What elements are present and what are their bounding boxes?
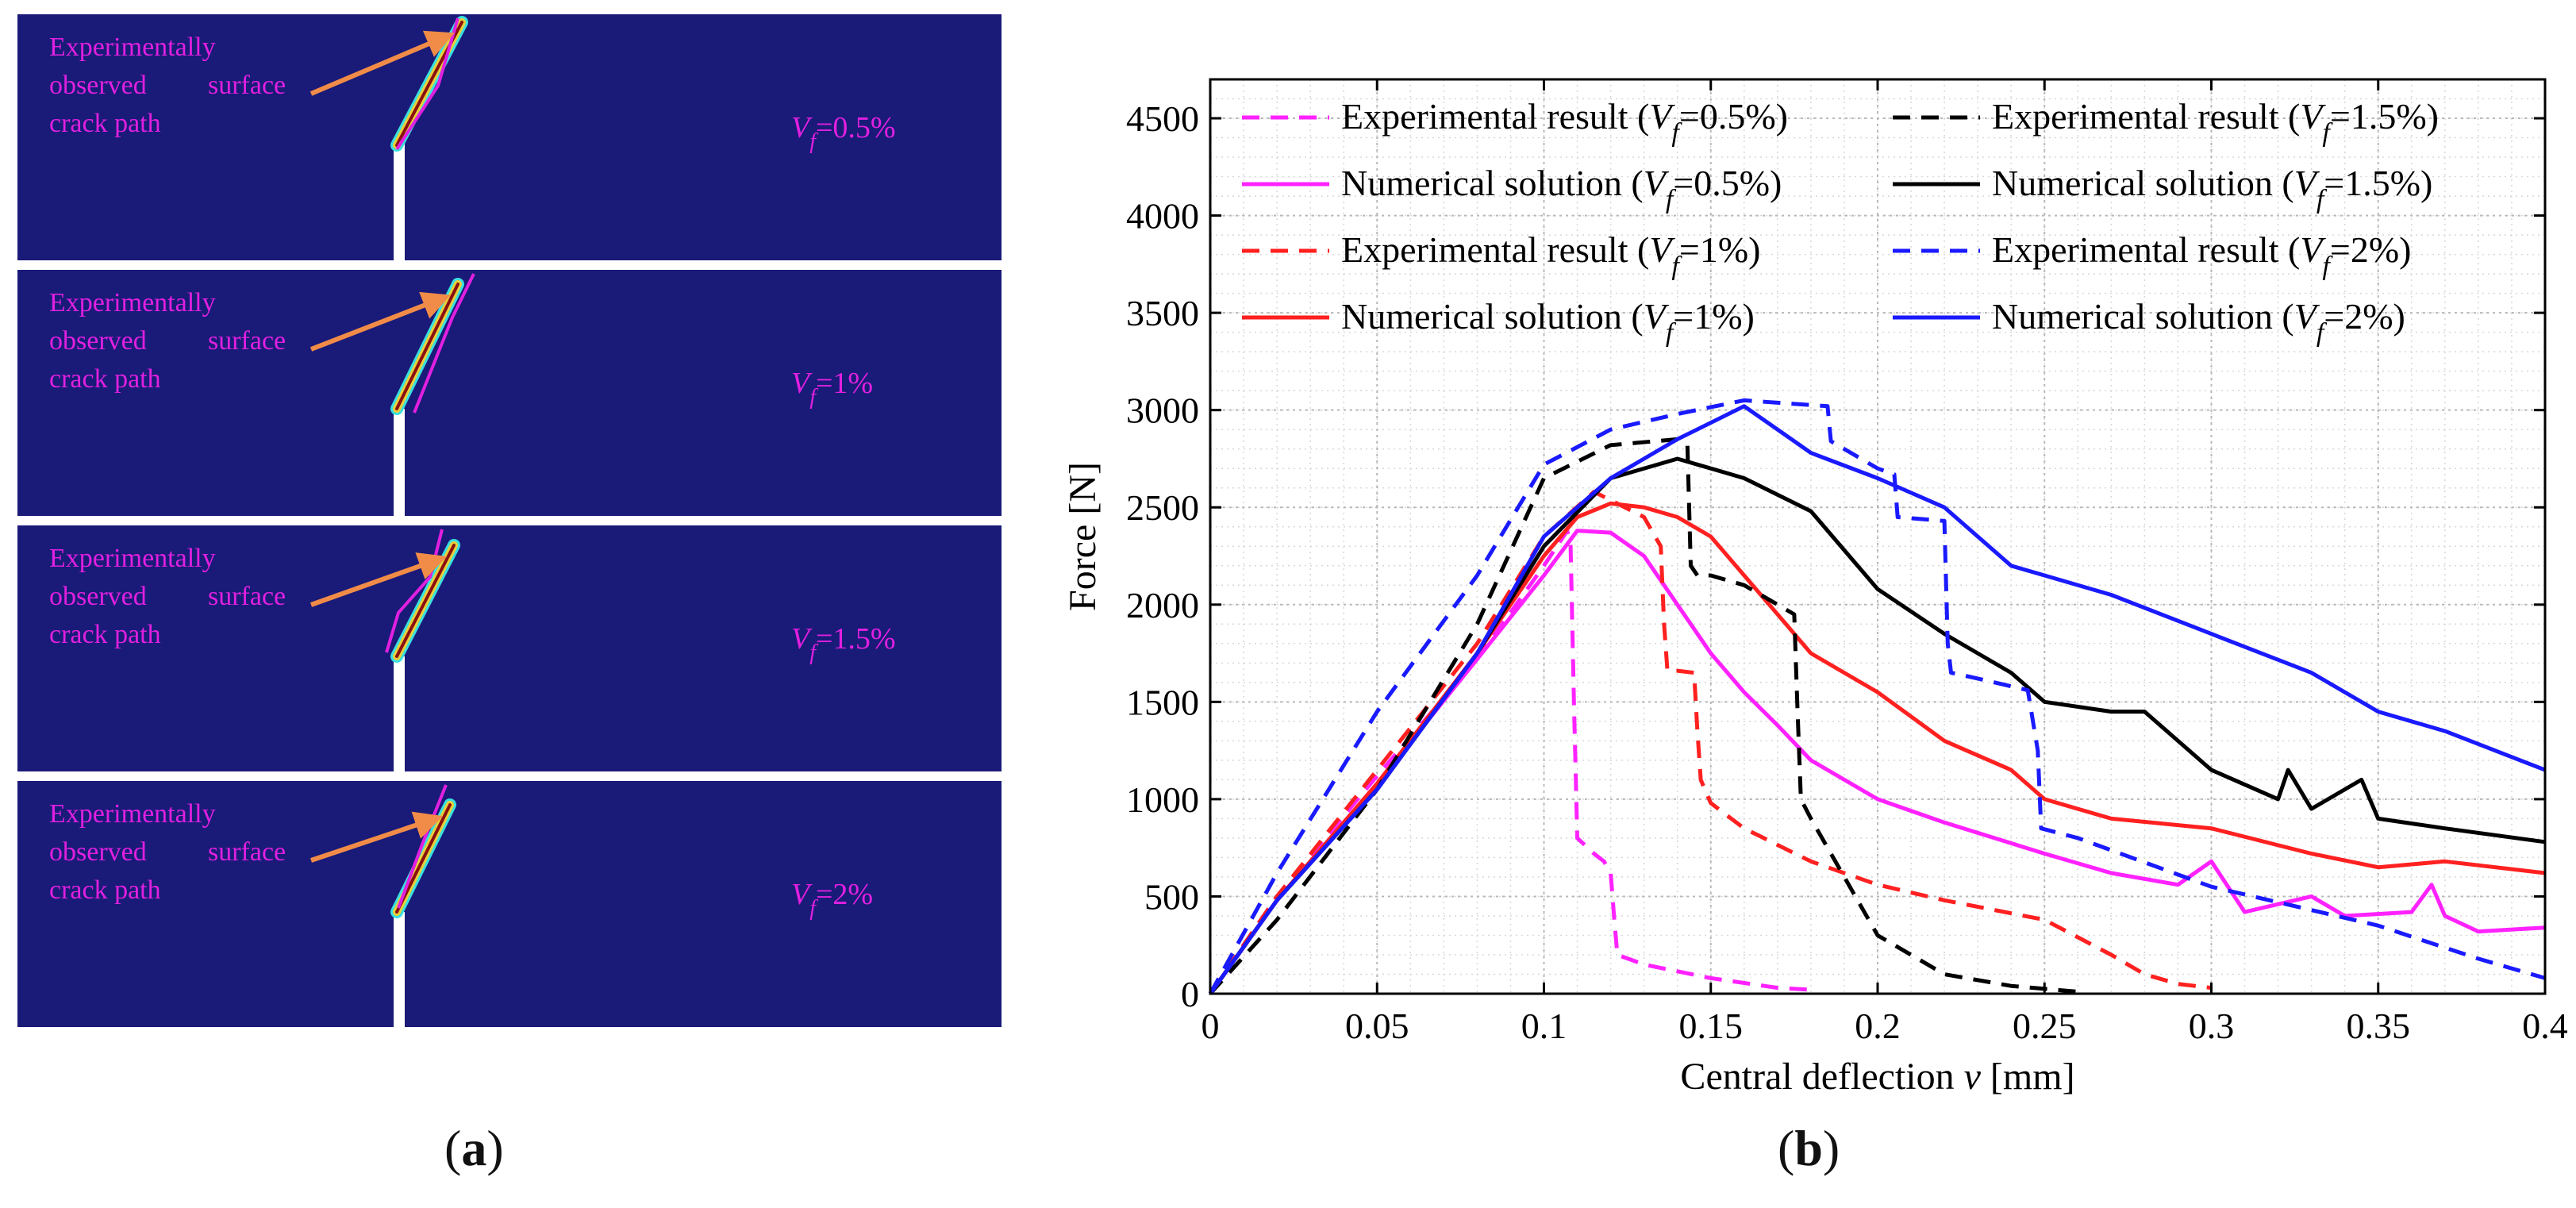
series-line-7 [1208, 404, 2546, 995]
panel-b: 0 0.05 0.1 0.15 0.2 0.25 0.3 0.35 0.4 0 500 1000 150… [1032, 32, 2576, 1127]
y-axis-label: Force [N] [1062, 462, 1104, 611]
notch [394, 409, 405, 516]
mesh-background [17, 14, 1002, 260]
legend-label-7: Numerical solution (Vf=2%) [1992, 296, 2405, 348]
x-tick-label: 0.15 [1679, 1006, 1744, 1046]
panel-a: Experimentally observed surface crack path V… [17, 14, 1024, 1070]
series-line-5 [1208, 456, 2546, 995]
series-line-1 [1208, 529, 2546, 995]
annotation-surface: surface [208, 582, 286, 611]
annotation-line-3: crack path [49, 109, 161, 138]
mesh-background [17, 525, 1002, 771]
annotation-line-3: crack path [49, 620, 161, 649]
legend-label-1: Numerical solution (Vf=0.5%) [1341, 163, 1782, 214]
force-deflection-chart: 0 0.05 0.1 0.15 0.2 0.25 0.3 0.35 0.4 0 500 1000 150… [1062, 78, 2568, 1098]
annotation-observed: observed [49, 582, 147, 611]
annotation-surface: surface [208, 326, 286, 356]
x-tick-label: 0.1 [1521, 1006, 1567, 1046]
caption-b-label: b [1794, 1120, 1823, 1176]
annotation-arrow [310, 30, 456, 96]
legend-label-4: Experimental result (Vf=1.5%) [1992, 96, 2439, 148]
crack-panel: Experimentally observed surface crack path V… [17, 270, 1002, 516]
x-tick-label: 0.05 [1345, 1006, 1409, 1046]
series-line-6 [1208, 398, 2546, 995]
annotation-surface: surface [208, 71, 286, 100]
crack-panel: Experimentally observed surface crack path V… [17, 14, 1002, 260]
x-axis-label: Central deflection v [mm] [1680, 1056, 2074, 1098]
annotation-line-3: crack path [49, 875, 161, 905]
annotation-line-1: Experimentally [49, 33, 216, 62]
y-tick-label: 4500 [1126, 98, 1199, 139]
y-tick-label: 2500 [1126, 487, 1199, 528]
notch [394, 912, 405, 1027]
series-line-4 [1209, 437, 2078, 995]
annotation-line-3: crack path [49, 364, 161, 394]
caption-b: (b) [1778, 1120, 1840, 1176]
vf-label: Vf=2% [791, 878, 873, 921]
grid [1209, 79, 2546, 994]
x-tick-label: 0.3 [2189, 1006, 2235, 1046]
y-tick-label: 500 [1144, 876, 1199, 917]
annotation-arrow [310, 552, 448, 607]
x-tick-label: 0.35 [2347, 1006, 2411, 1046]
notch [394, 141, 405, 260]
annotation-observed: observed [49, 326, 147, 356]
caption-a-label: a [461, 1120, 487, 1176]
legend-label-0: Experimental result (Vf=0.5%) [1341, 96, 1788, 148]
legend-label-6: Experimental result (Vf=2%) [1992, 229, 2411, 281]
y-tick-label: 3500 [1126, 293, 1199, 333]
annotation-surface: surface [208, 837, 286, 867]
crack-path-panels: Experimentally observed surface crack path V… [17, 14, 1002, 1027]
y-tick-label: 1500 [1126, 682, 1199, 722]
notch [394, 656, 405, 771]
x-tick-label: 0.2 [1855, 1006, 1901, 1046]
legend-label-2: Experimental result (Vf=1%) [1341, 229, 1760, 281]
y-tick-label: 2000 [1126, 585, 1199, 625]
annotation-arrow [310, 291, 452, 352]
x-tick-label: 0.4 [2522, 1006, 2568, 1046]
y-tick-label: 1000 [1126, 779, 1199, 820]
annotation-line-1: Experimentally [49, 799, 216, 829]
x-tick-label: 0.25 [2013, 1006, 2077, 1046]
legend-label-5: Numerical solution (Vf=1.5%) [1992, 163, 2432, 214]
annotation-arrow [310, 811, 444, 863]
y-tick-label: 4000 [1126, 196, 1199, 237]
y-tick-label: 0 [1181, 974, 1199, 1014]
experimental-crack-path [413, 273, 475, 414]
mesh-background [17, 270, 1002, 516]
annotation-line-1: Experimentally [49, 288, 216, 317]
vf-label: Vf=1% [791, 367, 873, 410]
legend: Experimental result (Vf=0.5%) Experimenta… [1242, 96, 2439, 348]
vf-label: Vf=1.5% [791, 622, 896, 665]
annotation-observed: observed [49, 71, 147, 100]
crack-panel: Experimentally observed surface crack path V… [17, 781, 1002, 1027]
x-tick-label: 0 [1201, 1006, 1220, 1046]
crack-panel: Experimentally observed surface crack path V… [17, 525, 1002, 771]
vf-label: Vf=0.5% [791, 111, 896, 154]
annotation-line-1: Experimentally [49, 544, 216, 573]
y-tick-label: 3000 [1126, 390, 1199, 431]
experimental-crack-path [397, 784, 448, 909]
mesh-background [17, 781, 1002, 1027]
annotation-observed: observed [49, 837, 147, 867]
legend-label-3: Numerical solution (Vf=1%) [1341, 296, 1755, 348]
caption-a: (a) [444, 1120, 504, 1176]
